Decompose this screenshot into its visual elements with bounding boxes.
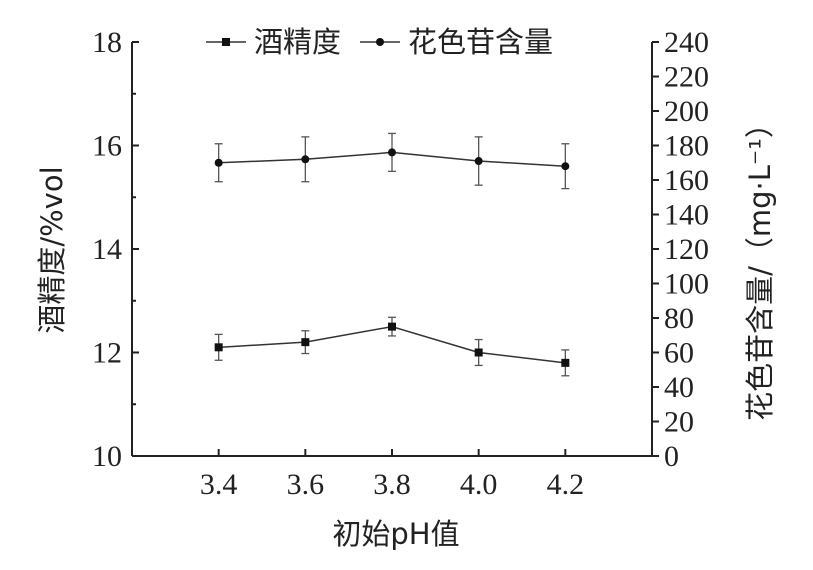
x-tick-label: 4.2	[547, 468, 585, 501]
legend-marker-anthocyanin	[376, 38, 384, 46]
x-tick-label: 3.4	[200, 468, 238, 501]
y-left-tick-label: 10	[92, 440, 122, 473]
y-right-tick-label: 160	[664, 164, 709, 197]
y-left-tick-label: 18	[92, 26, 122, 59]
x-tick-label: 3.6	[287, 468, 325, 501]
data-point-square	[474, 348, 483, 357]
y-left-tick-label: 12	[92, 337, 122, 370]
data-point-circle	[474, 157, 483, 166]
legend: 酒精度 花色苷含量	[206, 25, 553, 59]
y-right-tick-label: 220	[664, 61, 709, 94]
y-right-tick-label: 0	[664, 440, 679, 473]
data-point-square	[388, 322, 396, 331]
y-right-tick-label: 120	[664, 233, 709, 266]
y-axis-left-title: 酒精度/%vol	[35, 166, 69, 333]
y-right-tick-label: 40	[664, 371, 694, 404]
y-right-tick-label: 100	[664, 268, 709, 301]
data-point-square	[214, 343, 223, 352]
y-left-tick-label: 14	[92, 233, 122, 266]
x-tick-label: 3.8	[373, 468, 411, 501]
y-right-tick-label: 140	[664, 199, 709, 232]
legend-label-alcohol: 酒精度	[254, 25, 341, 59]
data-point-square	[561, 358, 570, 367]
x-axis-title: 初始pH值	[332, 517, 459, 551]
series-layer	[214, 132, 570, 377]
y-right-tick-label: 200	[664, 95, 709, 128]
data-point-circle	[301, 155, 310, 164]
y-axis-right-title: 花色苷含量/（mg·L⁻¹）	[743, 109, 777, 421]
axes	[131, 42, 653, 457]
data-point-square	[301, 338, 310, 347]
data-point-circle	[214, 158, 223, 167]
y-right-tick-label: 180	[664, 130, 709, 163]
legend-marker-alcohol	[222, 38, 230, 46]
legend-label-anthocyanin: 花色苷含量	[408, 25, 553, 59]
data-point-circle	[388, 148, 396, 157]
y-right-tick-label: 240	[664, 26, 709, 59]
data-point-circle	[561, 162, 570, 171]
y-left-tick-label: 16	[92, 130, 122, 163]
y-right-tick-label: 20	[664, 406, 694, 439]
ticks: 1012141618020406080100120140160180200220…	[92, 26, 709, 501]
y-right-tick-label: 80	[664, 302, 694, 335]
y-right-tick-label: 60	[664, 337, 694, 370]
x-tick-label: 4.0	[460, 468, 498, 501]
